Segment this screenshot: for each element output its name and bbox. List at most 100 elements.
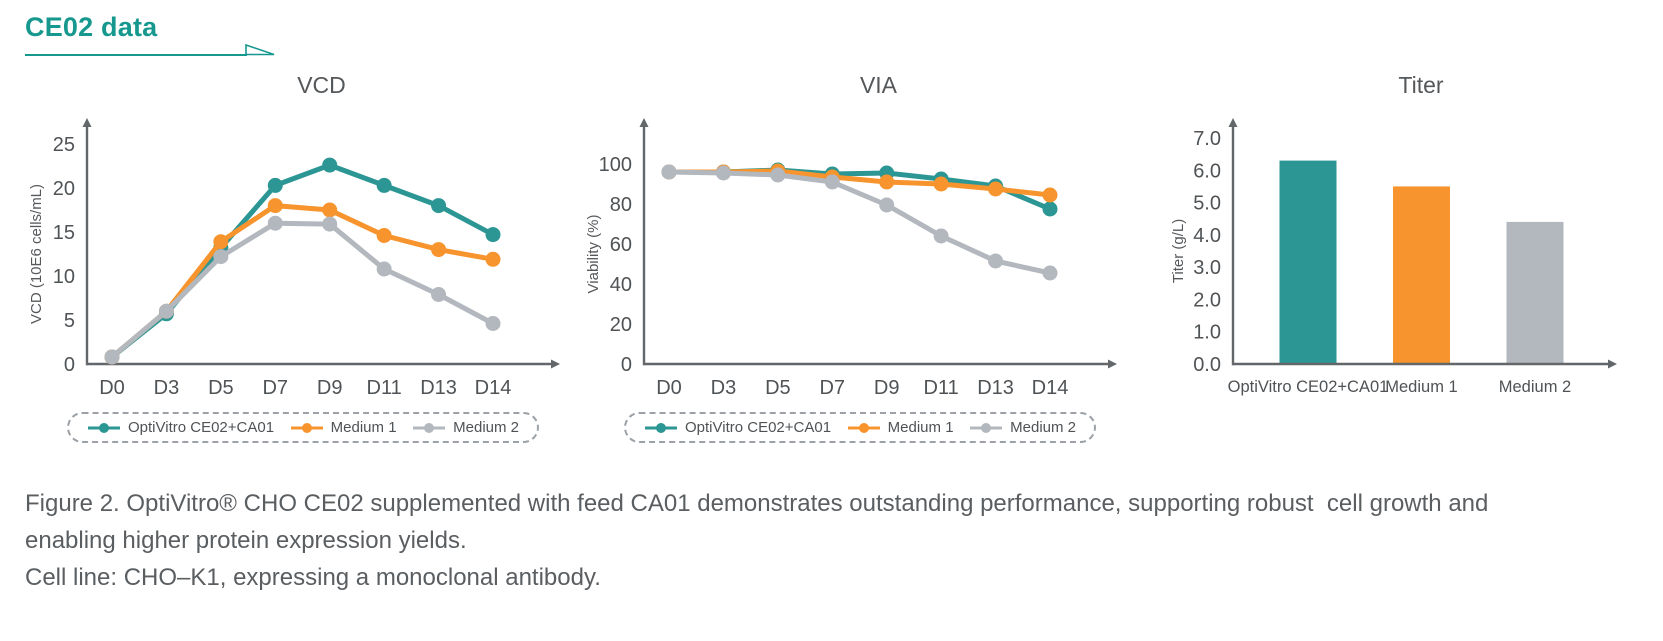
chart-vcd: VCD 0 5 10 15 20 25 VCD (10E6 cells/mL) D0 D3 D5 D… (25, 72, 570, 443)
data-point-gray (715, 165, 731, 181)
title-underline (25, 44, 275, 56)
data-point-gray (485, 316, 501, 331)
x-tick-label: D13 (420, 377, 457, 399)
legend-label: Medium 1 (330, 419, 397, 436)
caption-line-2: enabling higher protein expression yield… (25, 527, 467, 555)
series-line-orange (109, 203, 496, 360)
x-tick-label: D5 (765, 377, 791, 399)
y-axis-arrow-icon (1228, 118, 1238, 127)
data-point-gray (431, 287, 447, 302)
x-tick-label: D7 (819, 377, 845, 399)
data-point-orange (933, 176, 949, 192)
y-tick-label: 20 (53, 178, 75, 200)
legend-label: Medium 2 (1010, 419, 1076, 436)
y-tick-label: 80 (610, 194, 632, 216)
data-point-gray (824, 174, 840, 190)
y-tick-label: 4.0 (1193, 225, 1221, 247)
y-tick-label: 25 (53, 134, 75, 156)
x-tick-label: D9 (874, 377, 900, 399)
data-point-gray (158, 303, 174, 319)
legend-marker-icon (970, 422, 1003, 433)
page-title: CE02 data (25, 12, 158, 42)
legend-item-gray: Medium 2 (412, 419, 519, 436)
series-line-teal (109, 162, 496, 360)
legend-label: Medium 2 (453, 419, 519, 436)
x-tick-label: D11 (924, 377, 959, 399)
legend-marker-icon (88, 422, 120, 433)
y-tick-label: 2.0 (1193, 289, 1221, 311)
legend-item-orange: Medium 1 (290, 419, 397, 436)
y-tick-label: 10 (53, 266, 75, 288)
legend-label: OptiVitro CE02+CA01 (685, 419, 832, 436)
section-header: CE02 data (25, 12, 1663, 56)
figure-caption: Figure 2. OptiVitro® CHO CE02 supplement… (25, 485, 1663, 597)
data-point-gray (213, 249, 229, 265)
data-point-orange (322, 202, 338, 218)
y-axis-label: Viability (%) (585, 215, 602, 294)
y-tick-label: 20 (610, 314, 632, 336)
y-tick-label: 5.0 (1193, 193, 1221, 215)
y-tick-label: 15 (53, 222, 75, 244)
bar-orange (1393, 186, 1450, 364)
legend-label: Medium 1 (887, 419, 954, 436)
data-point-orange (1042, 187, 1058, 203)
data-point-gray (661, 164, 677, 180)
y-axis-label: Titer (g/L) (1170, 219, 1187, 283)
data-point-gray (879, 197, 895, 213)
legend-item-teal: OptiVitro CE02+CA01 (87, 419, 274, 436)
legend-marker-icon (847, 422, 880, 433)
bar-gray (1506, 221, 1564, 364)
legend-marker-icon (645, 422, 677, 433)
titer-chart-title: Titer (1398, 72, 1444, 98)
series-line-gray (109, 220, 496, 360)
x-axis-arrow-icon (1608, 359, 1617, 369)
data-point-orange (431, 242, 447, 258)
data-point-teal (431, 198, 447, 214)
flag-icon (245, 44, 275, 56)
y-axis-arrow-icon (639, 118, 649, 127)
x-tick-label: D14 (475, 377, 512, 399)
y-tick-label: 5 (64, 310, 75, 332)
via-plot: 0 20 40 60 80 100 Viability (%) D0 D3 D5 D7 D9 D11 D1… (585, 118, 1117, 399)
x-tick-label: Medium 1 (1385, 378, 1457, 396)
chart-via: VIA 0 20 40 60 80 100 Viability (%) D0 D3 D5 D7 D9 D… (582, 72, 1127, 443)
data-point-teal (267, 177, 283, 193)
legend-item-orange: Medium 1 (847, 419, 954, 436)
data-point-orange (267, 198, 283, 214)
legend-marker-icon (290, 422, 323, 433)
titer-plot: 0.0 1.0 2.0 3.0 4.0 5.0 6.0 7.0 Titer (g/L) OptiV… (1170, 118, 1617, 396)
via-chart-title: VIA (859, 72, 898, 98)
data-point-teal (1042, 201, 1058, 217)
y-tick-label: 7.0 (1193, 128, 1221, 150)
charts-row: VCD 0 5 10 15 20 25 VCD (10E6 cells/mL) D0 D3 D5 D… (25, 72, 1663, 443)
bar-teal (1279, 160, 1337, 364)
x-axis-arrow-icon (1108, 359, 1117, 369)
data-point-teal (322, 157, 338, 173)
y-tick-label: 60 (610, 234, 632, 256)
x-axis-arrow-icon (551, 359, 560, 369)
data-point-gray (376, 261, 392, 277)
y-tick-label: 40 (610, 274, 632, 296)
data-point-gray (770, 167, 786, 183)
x-tick-label: Medium 2 (1499, 378, 1571, 396)
x-tick-label: D13 (977, 377, 1014, 399)
y-tick-label: 0.0 (1193, 354, 1221, 376)
series-line-gray (666, 169, 1053, 276)
data-point-orange (879, 174, 895, 190)
y-tick-label: 3.0 (1193, 257, 1221, 279)
x-tick-label: OptiVitro CE02+CA01 (1228, 378, 1389, 396)
data-point-teal (376, 177, 392, 193)
vcd-chart-title: VCD (297, 72, 346, 98)
x-tick-label: D3 (154, 377, 180, 399)
x-tick-label: D3 (711, 377, 737, 399)
x-tick-label: D11 (367, 377, 402, 399)
legend-item-gray: Medium 2 (969, 419, 1076, 436)
y-tick-label: 1.0 (1193, 322, 1221, 344)
data-point-gray (1042, 265, 1058, 281)
y-axis-arrow-icon (82, 118, 92, 127)
x-tick-label: D14 (1032, 377, 1069, 399)
chart-titer: Titer 0.0 1.0 2.0 3.0 4.0 5.0 6.0 7.0 Titer (g/L… (1167, 72, 1627, 402)
y-tick-label: 0 (621, 354, 632, 376)
x-tick-label: D9 (317, 377, 343, 399)
